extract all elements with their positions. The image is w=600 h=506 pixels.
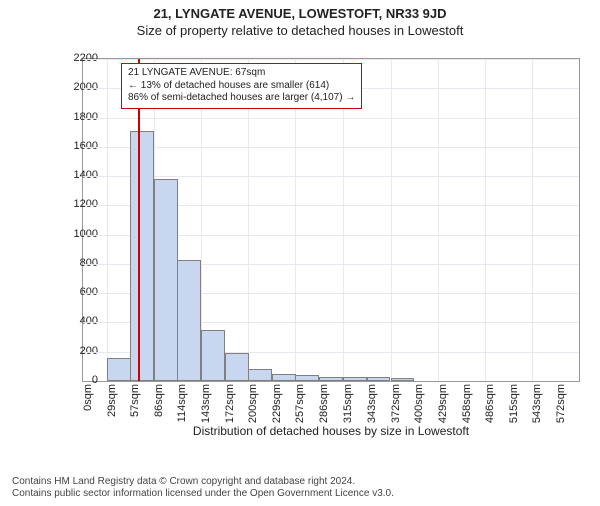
page-title: 21, LYNGATE AVENUE, LOWESTOFT, NR33 9JD xyxy=(0,6,600,21)
histogram-bar xyxy=(130,131,154,381)
histogram-bar xyxy=(295,375,319,381)
y-tick-label: 800 xyxy=(58,257,98,269)
gridline-h xyxy=(83,59,579,60)
histogram-bar xyxy=(343,377,367,381)
gridline-h xyxy=(83,147,579,148)
histogram-bar xyxy=(154,179,178,381)
x-tick-label: 572sqm xyxy=(555,384,589,424)
y-tick-label: 1200 xyxy=(58,198,98,210)
footer-line-2: Contains public sector information licen… xyxy=(12,488,394,500)
y-tick-label: 2200 xyxy=(58,52,98,64)
histogram-bar xyxy=(367,377,391,381)
y-tick-label: 1600 xyxy=(58,140,98,152)
gridline-h xyxy=(83,176,579,177)
histogram-bar xyxy=(177,260,201,381)
histogram-bar xyxy=(248,369,272,381)
y-tick-label: 400 xyxy=(58,315,98,327)
y-tick-label: 2000 xyxy=(58,81,98,93)
y-tick-label: 0 xyxy=(58,374,98,386)
histogram-bar xyxy=(107,358,131,381)
histogram-bar xyxy=(391,378,415,381)
gridline-v xyxy=(485,59,486,381)
page-subtitle: Size of property relative to detached ho… xyxy=(0,23,600,38)
chart-container: 21 LYNGATE AVENUE: 67sqm ← 13% of detach… xyxy=(46,58,580,418)
histogram-bar xyxy=(319,377,343,381)
info-line-2: ← 13% of detached houses are smaller (61… xyxy=(128,80,355,93)
footer-line-1: Contains HM Land Registry data © Crown c… xyxy=(12,476,394,488)
y-tick-label: 1400 xyxy=(58,169,98,181)
y-axis-label: Number of detached properties xyxy=(0,0,14,58)
info-line-3: 86% of semi-detached houses are larger (… xyxy=(128,92,355,105)
reference-info-box: 21 LYNGATE AVENUE: 67sqm ← 13% of detach… xyxy=(121,63,362,109)
histogram-bar xyxy=(272,374,296,381)
attribution-footer: Contains HM Land Registry data © Crown c… xyxy=(12,476,394,500)
gridline-v xyxy=(438,59,439,381)
histogram-bar xyxy=(201,330,225,381)
y-tick-label: 1800 xyxy=(58,111,98,123)
info-line-1: 21 LYNGATE AVENUE: 67sqm xyxy=(128,67,355,80)
gridline-v xyxy=(391,59,392,381)
y-tick-label: 600 xyxy=(58,286,98,298)
plot-area: 21 LYNGATE AVENUE: 67sqm ← 13% of detach… xyxy=(82,58,580,382)
gridline-v xyxy=(107,59,108,381)
y-tick-label: 200 xyxy=(58,345,98,357)
x-axis-label: Distribution of detached houses by size … xyxy=(82,424,580,438)
y-tick-label: 1000 xyxy=(58,228,98,240)
gridline-v xyxy=(532,59,533,381)
gridline-h xyxy=(83,118,579,119)
histogram-bar xyxy=(225,353,249,381)
